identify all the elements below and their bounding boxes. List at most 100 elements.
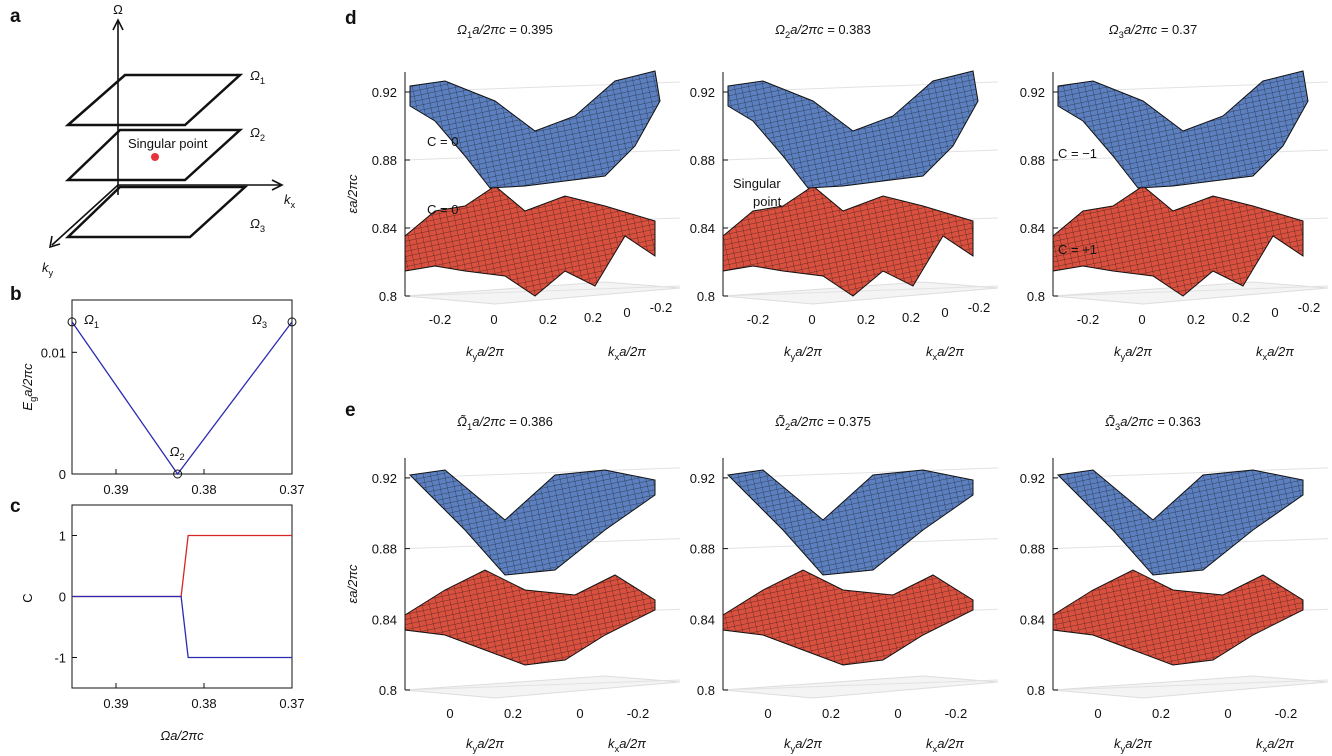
z-tick-label: 0.88	[1020, 542, 1045, 557]
panel-title-part: 0.383	[838, 22, 871, 37]
ky-axis-label: kya/2π	[784, 344, 822, 362]
kx-axis-label: kx	[284, 192, 296, 210]
plane-label-part: 3	[260, 224, 265, 234]
z-tick-label: 0.84	[690, 612, 715, 627]
kx-axis-label-part: x	[1263, 744, 1268, 754]
kx-axis-label-part: a/2π	[937, 344, 964, 359]
z-tick-label: 0.84	[690, 221, 715, 236]
ky-tick-label: 0	[808, 312, 815, 327]
x-tick-label: 0.37	[279, 696, 304, 711]
ky-axis-label-part: k	[784, 736, 792, 751]
kx-axis-label-part: k	[926, 344, 934, 359]
panel-title-part: 1	[467, 422, 472, 432]
panel-label: a	[10, 6, 21, 27]
red-surface-mesh	[405, 186, 655, 296]
ky-axis-label-part: y	[791, 352, 796, 362]
plane-label-part: Ω	[250, 68, 260, 83]
z-tick-label: 0.84	[372, 612, 397, 627]
y-tick-label: 0.01	[41, 345, 66, 360]
kx-tick-label: -0.2	[650, 300, 672, 315]
kx-axis-label: kxa/2π	[608, 344, 646, 362]
blue-surface-mesh	[410, 71, 660, 188]
x-tick-label: 0.38	[191, 482, 216, 497]
panel-title-part: a/2πc =	[1120, 414, 1168, 429]
ky-axis-label: ky	[42, 260, 54, 278]
panel-label: c	[10, 496, 21, 517]
panel-title-part: Ω	[1109, 22, 1119, 37]
point-label: Ω2	[170, 444, 185, 462]
panel-title-part: 1	[467, 30, 472, 40]
ky-axis-label-part: y	[1121, 744, 1126, 754]
grid-line	[404, 285, 681, 297]
floor	[404, 675, 681, 699]
line	[72, 595, 292, 659]
z-tick-label: 0.88	[372, 153, 397, 168]
blue-surface-mesh	[728, 71, 978, 188]
line	[71, 321, 293, 476]
ky-tick-label: 0	[764, 706, 771, 721]
panel-title: Ω1a/2πc = 0.395	[457, 22, 553, 40]
kx-axis-label-part: a/2π	[619, 344, 646, 359]
panel-title-part: Ω	[457, 22, 467, 37]
kx-axis-label-part: a/2π	[937, 736, 964, 751]
ky-axis-label-part: a/2π	[795, 736, 822, 751]
singular-point	[151, 153, 159, 161]
ky-tick-label: -0.2	[429, 312, 451, 327]
ky-axis-label-part: y	[473, 352, 478, 362]
ky-axis-label-part: k	[42, 260, 50, 275]
z-tick-label: 0.84	[1020, 612, 1045, 627]
z-tick-label: 0.8	[379, 683, 397, 698]
z-tick-label: 0.8	[697, 289, 715, 304]
x-tick-label: 0.39	[103, 482, 128, 497]
z-tick-label: 0.8	[1027, 683, 1045, 698]
ky-axis-label-part: a/2π	[477, 736, 504, 751]
panel-title: Ω3a/2πc = 0.37	[1109, 22, 1198, 40]
ky-axis-label-part: y	[1121, 352, 1126, 362]
marker	[287, 317, 297, 327]
point-label-part: Ω	[84, 312, 94, 327]
grid-line	[404, 679, 681, 691]
panel-title-part: 0.395	[520, 22, 553, 37]
ky-tick-label: 0	[490, 312, 497, 327]
red-surface-mesh	[1053, 570, 1303, 665]
kx-axis-label: kxa/2π	[926, 736, 964, 754]
panel-title-part: 0.386	[520, 414, 553, 429]
kx-axis-label-part: x	[1263, 352, 1268, 362]
point-label: Ω1	[84, 312, 99, 330]
y-axis-label: C	[20, 593, 35, 602]
panel-title: Ω̃3a/2πc = 0.363	[1105, 414, 1201, 432]
blue-surface-mesh	[1058, 71, 1308, 188]
ky-tick-label: 0	[446, 706, 453, 721]
kx-axis-label-part: a/2π	[619, 736, 646, 751]
kx-axis-label: kxa/2π	[608, 736, 646, 754]
panel-title-part: a/2πc =	[790, 414, 838, 429]
kx-axis-label: kxa/2π	[1256, 344, 1294, 362]
plane-label: Ω2	[250, 125, 265, 143]
z-tick-label: 0.8	[697, 683, 715, 698]
kx-axis-label-part: k	[1256, 736, 1264, 751]
panel-title-part: a/2πc =	[1124, 22, 1172, 37]
annotation: C = +1	[1058, 242, 1097, 257]
z-tick-label: 0.88	[690, 153, 715, 168]
red-surface-mesh	[723, 186, 973, 296]
blue-surface-mesh	[728, 470, 973, 575]
panel-title-part: a/2πc =	[790, 22, 838, 37]
panel-label: d	[345, 8, 357, 29]
kx-tick-label: 0.2	[902, 310, 920, 325]
red-surface-mesh	[1053, 186, 1303, 296]
plane-label: Ω3	[250, 216, 265, 234]
kx-axis-label-part: x	[933, 352, 938, 362]
annotation: C = 0	[427, 134, 458, 149]
plane-label-part: Ω	[250, 216, 260, 231]
ky-tick-label: 0	[1094, 706, 1101, 721]
ky-axis-label: kya/2π	[466, 736, 504, 754]
z-tick-label: 0.92	[1020, 471, 1045, 486]
panel-title-part: Ω̃	[1105, 414, 1115, 429]
kx-axis-label-part: x	[933, 744, 938, 754]
kx-axis-label-part: x	[615, 352, 620, 362]
ky-axis-label-part: k	[1114, 736, 1122, 751]
panel-title-part: 2	[785, 422, 790, 432]
y-tick-label: -1	[54, 651, 66, 666]
panel-title-part: 3	[1115, 422, 1120, 432]
kx-axis-label-part: k	[608, 736, 616, 751]
